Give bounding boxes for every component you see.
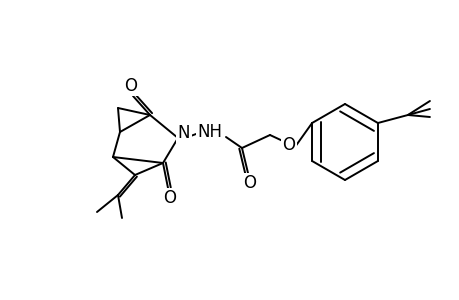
Text: O: O [163,189,176,207]
Text: O: O [282,136,295,154]
Text: N: N [177,124,190,142]
Text: O: O [124,77,137,95]
Text: NH: NH [197,123,222,141]
Text: O: O [243,174,256,192]
